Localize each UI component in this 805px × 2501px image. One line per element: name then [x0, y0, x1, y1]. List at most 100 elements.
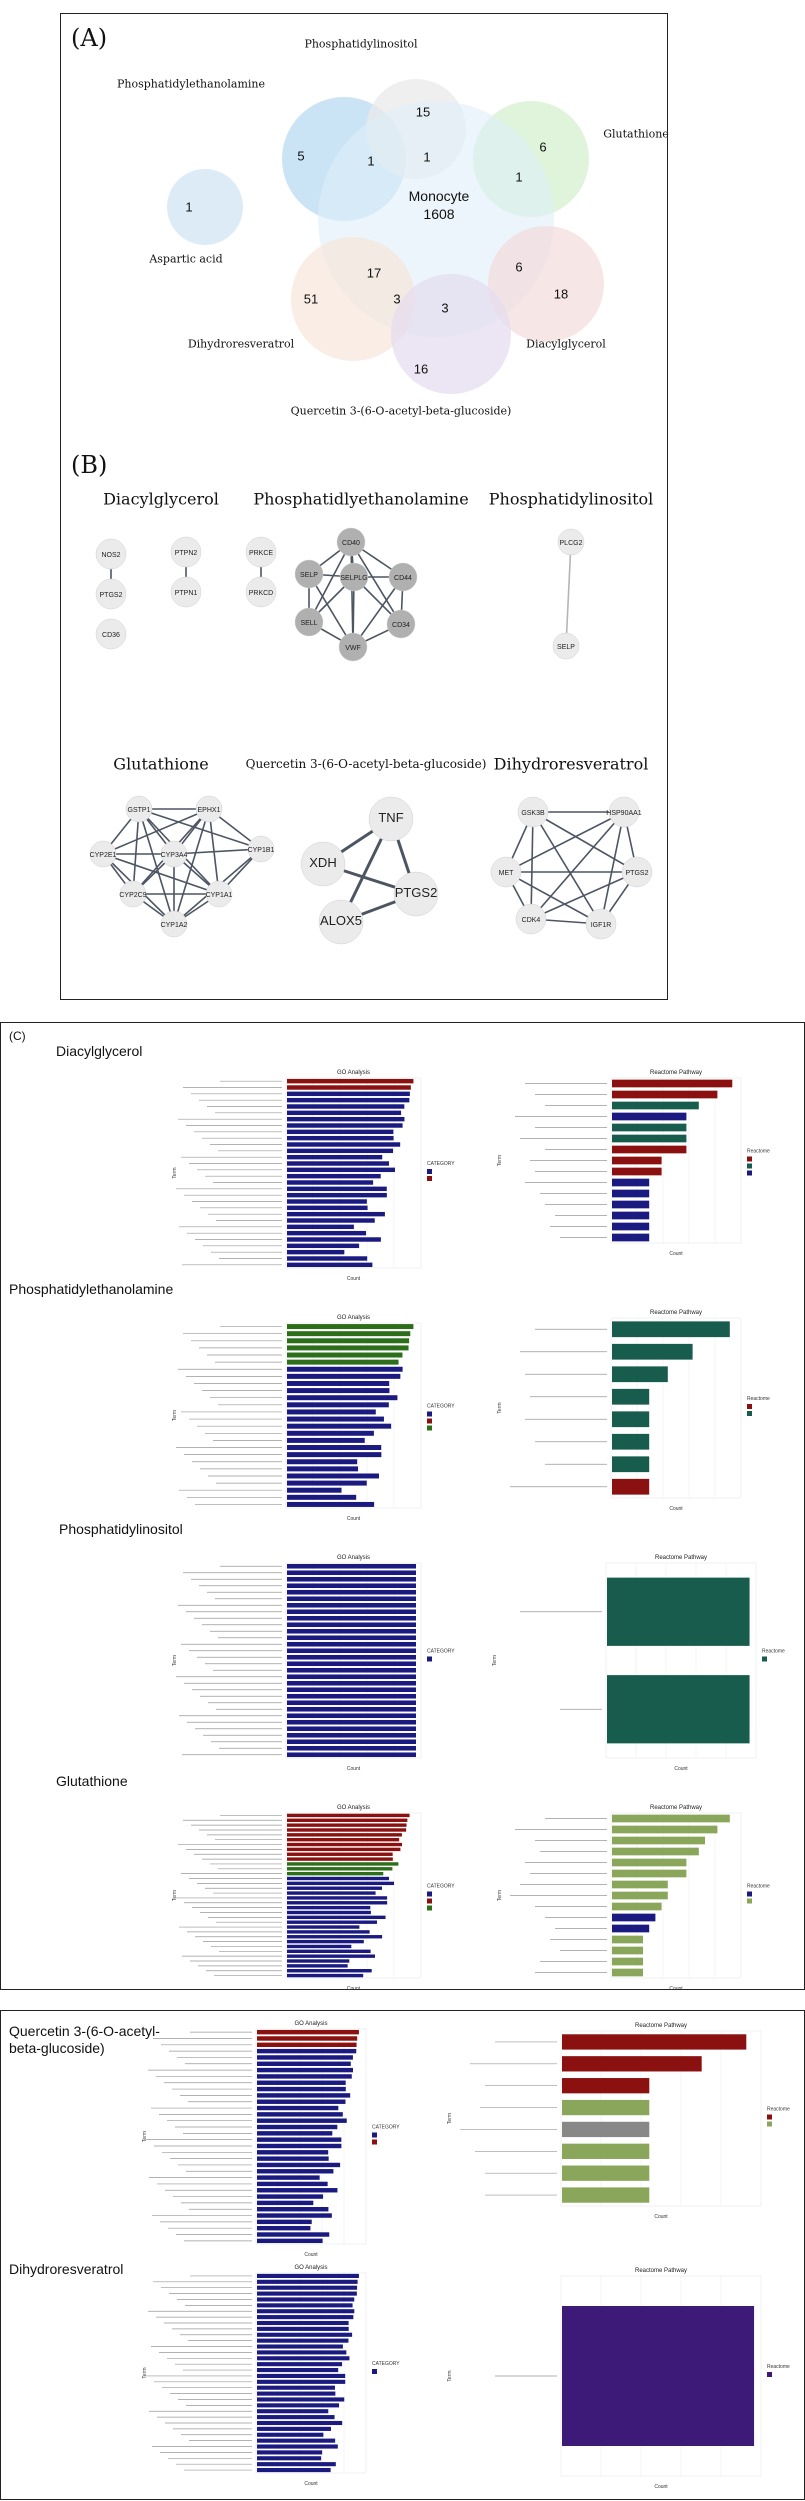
- network-graph: CD40 SELP SELPLG CD44 SELL VWF CD34: [294, 527, 418, 662]
- ppi-networks: NOS2 PTGS2 CD36 PTPN2 PTPN1 PRKCE PRKCD CD40 SEL…: [90, 527, 653, 945]
- bar: [257, 2409, 329, 2414]
- venn-center-count: 1608: [423, 206, 455, 222]
- x-axis-label: Count: [347, 1276, 361, 1282]
- bar: [287, 1719, 416, 1725]
- bar: [612, 1134, 687, 1143]
- legend-swatch: [747, 1404, 752, 1409]
- network-graph: GSK3B HSP90AA1 MET PTGS2 CDK4 IGF1R: [490, 796, 653, 940]
- network-edge: [132, 808, 140, 895]
- chart-title: Reactome Pathway: [650, 1070, 702, 1076]
- bar: [612, 1847, 699, 1856]
- bar: [287, 1199, 367, 1204]
- bar: [612, 1211, 650, 1220]
- bar: [287, 1085, 411, 1090]
- network-title: Glutathione: [113, 754, 209, 774]
- bar: [257, 2219, 312, 2225]
- bar: [287, 1857, 393, 1861]
- bar: [257, 2456, 322, 2461]
- bar: [287, 1713, 416, 1719]
- bar: [287, 1973, 364, 1978]
- bar: [287, 1648, 416, 1654]
- bar: [257, 2356, 350, 2361]
- bar: [257, 2279, 358, 2284]
- bar: [257, 2303, 353, 2308]
- bar-chart: GO Analysis Count Term CATEGORY: [172, 1315, 455, 1522]
- venn-count: 5: [297, 148, 305, 164]
- bar: [257, 2438, 336, 2443]
- y-axis-label: Term: [447, 2370, 453, 2381]
- bar: [287, 1324, 414, 1330]
- bar: [612, 1233, 650, 1242]
- bar: [257, 2415, 335, 2420]
- bar-chart: GO Analysis Count Term CATEGORY: [142, 2265, 400, 2487]
- bar: [287, 1230, 367, 1236]
- bar: [562, 2187, 650, 2203]
- plot-area: [285, 1077, 422, 1269]
- network-node-label: GSK3B: [521, 810, 545, 817]
- network-node: [393, 871, 439, 917]
- bar: [287, 1915, 386, 1920]
- legend-swatch: [372, 2132, 377, 2138]
- legend-title: Reactome: [767, 2364, 790, 2370]
- bar: [257, 2188, 338, 2193]
- chart-title: Reactome Pathway: [650, 1310, 702, 1316]
- bar: [612, 1090, 718, 1099]
- network-edge: [308, 541, 352, 623]
- bar: [257, 2061, 351, 2066]
- bar: [287, 1954, 375, 1958]
- venn-label-phosphatidylethanolamine: Phosphatidylethanolamine: [116, 77, 266, 91]
- panel-b-label: (B): [71, 451, 108, 479]
- bar: [257, 2067, 354, 2073]
- network-node-label: SELP: [557, 644, 575, 651]
- network-node: [294, 559, 324, 589]
- network-node: [490, 856, 522, 888]
- venn-count: 16: [413, 361, 429, 377]
- bar-chart: GO Analysis Count Term CATEGORY: [172, 1070, 455, 1282]
- bar: [287, 1862, 399, 1866]
- legend-swatch: [427, 1418, 432, 1424]
- bar: [287, 1615, 416, 1621]
- bar: [287, 1935, 383, 1939]
- bar: [257, 2444, 338, 2449]
- bar: [287, 1693, 416, 1699]
- legend-swatch: [767, 2114, 772, 2120]
- bar: [287, 1726, 416, 1732]
- bar: [287, 1881, 395, 1886]
- bar: [257, 2232, 330, 2237]
- bar: [287, 1930, 370, 1934]
- bar: [257, 2368, 339, 2373]
- bar: [612, 1079, 733, 1088]
- bar: [287, 1842, 402, 1847]
- network-title: Phosphatidlyethanolamine: [253, 489, 469, 509]
- bar: [612, 1913, 656, 1922]
- venn-circle-quercetin: [391, 274, 511, 394]
- legend: CATEGORY: [427, 1404, 455, 1431]
- venn-label-aspartic-acid: Aspartic acid: [149, 252, 223, 266]
- bar: [287, 1905, 371, 1910]
- x-axis-label: Count: [654, 2214, 668, 2220]
- legend-title: Reactome: [762, 1649, 785, 1655]
- bar: [612, 1343, 693, 1360]
- bar: [287, 1218, 375, 1223]
- bar: [257, 2036, 358, 2041]
- network-node-label: HSP90AA1: [606, 810, 642, 817]
- venn-count: 1: [367, 153, 375, 169]
- chart-title: GO Analysis: [337, 1315, 370, 1321]
- bar: [612, 1935, 643, 1944]
- bar: [287, 1596, 416, 1602]
- bar: [257, 2194, 324, 2199]
- network-node: [170, 576, 202, 608]
- bar: [287, 1135, 394, 1141]
- legend-swatch: [427, 1898, 432, 1904]
- network-node: [95, 578, 127, 610]
- x-axis-label: Count: [347, 1986, 361, 1991]
- bar: [287, 1487, 342, 1493]
- bar: [257, 2397, 345, 2402]
- venn-count: 51: [303, 291, 319, 307]
- bar: [287, 1837, 400, 1842]
- bar: [287, 1732, 416, 1738]
- bar: [287, 1123, 403, 1128]
- bar: [612, 1869, 687, 1878]
- bar: [287, 1129, 394, 1135]
- bar: [287, 1687, 416, 1693]
